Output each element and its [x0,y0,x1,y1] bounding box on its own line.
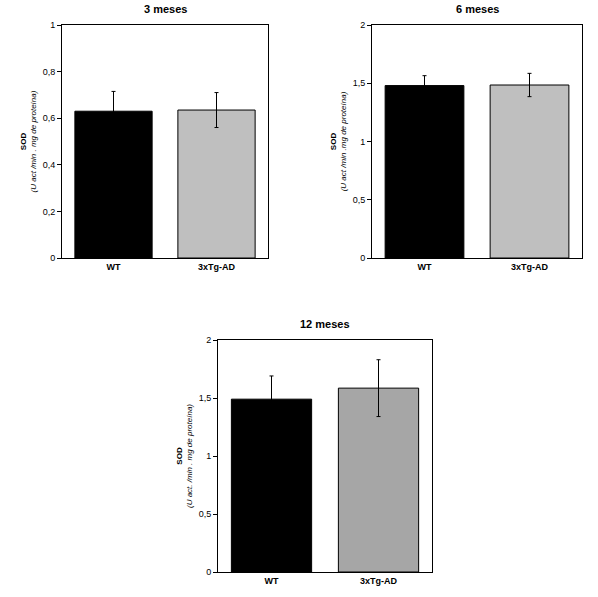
svg-text:3xTg-AD: 3xTg-AD [511,262,549,272]
svg-text:SOD(U act /min . mg de proteín: SOD(U act /min . mg de proteína) [19,90,38,192]
svg-text:3xTg-AD: 3xTg-AD [360,576,398,586]
svg-text:12 meses: 12 meses [300,318,350,330]
svg-text:3 meses: 3 meses [144,3,187,15]
svg-text:WT: WT [418,262,432,272]
svg-text:0,6: 0,6 [43,113,56,123]
svg-text:1: 1 [206,451,211,461]
svg-text:2: 2 [360,20,365,30]
svg-text:0,2: 0,2 [43,207,56,217]
svg-text:1: 1 [360,137,365,147]
svg-text:WT: WT [265,576,279,586]
svg-text:0: 0 [50,253,55,263]
svg-text:1,5: 1,5 [353,78,366,88]
svg-text:SOD(U act. /min . mg de proteí: SOD(U act. /min . mg de proteína) [175,404,194,508]
svg-text:6 meses: 6 meses [456,3,499,15]
svg-text:2: 2 [206,335,211,345]
svg-text:0: 0 [360,253,365,263]
svg-text:0: 0 [206,567,211,577]
svg-text:0,8: 0,8 [43,67,56,77]
svg-text:SOD(U act /min .mg de proteína: SOD(U act /min .mg de proteína) [329,91,348,191]
svg-text:0,4: 0,4 [43,160,56,170]
svg-text:1,5: 1,5 [199,393,212,403]
svg-text:3xTg-AD: 3xTg-AD [198,262,236,272]
svg-text:0,5: 0,5 [199,509,212,519]
svg-text:WT: WT [107,262,121,272]
svg-text:1: 1 [50,20,55,30]
svg-text:0,5: 0,5 [353,195,366,205]
